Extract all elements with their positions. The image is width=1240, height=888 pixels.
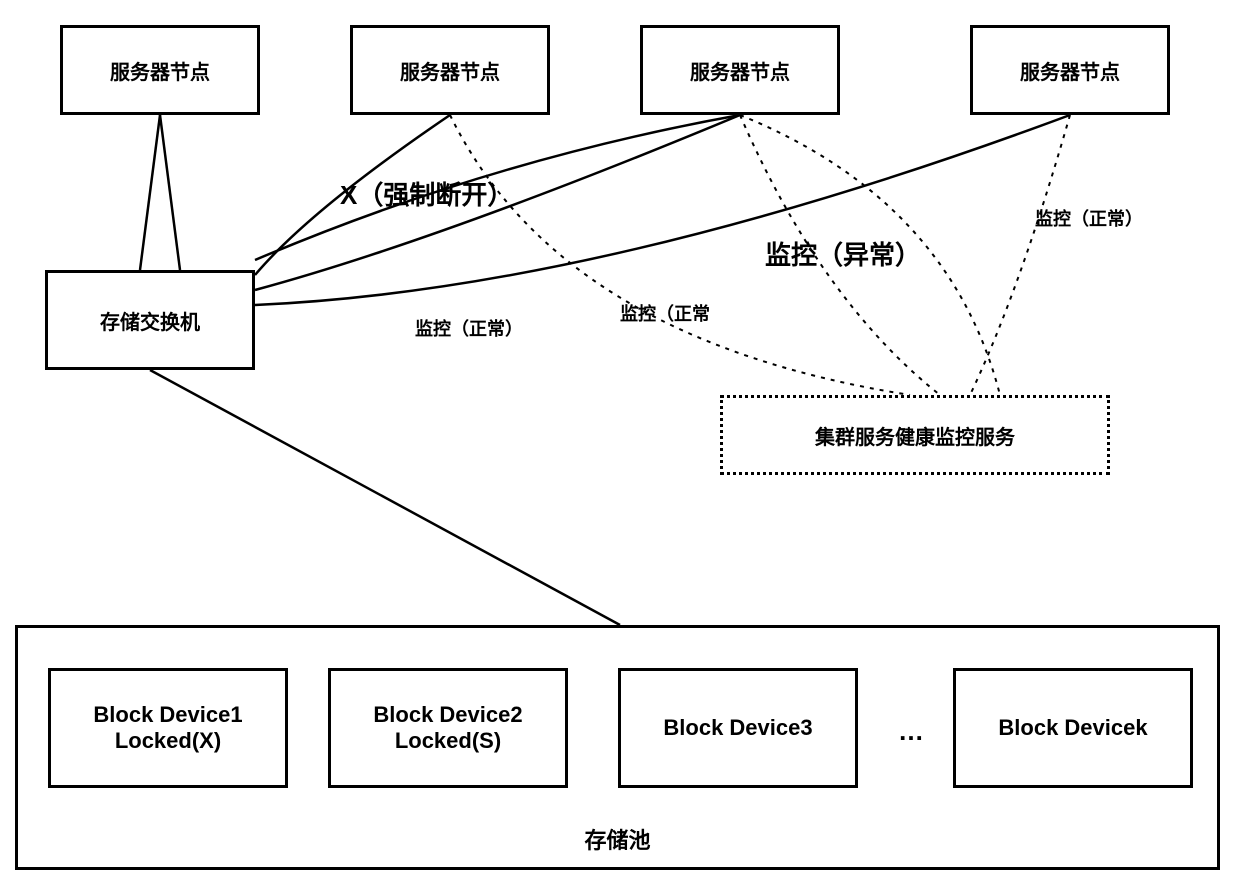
health-monitor-label: 集群服务健康监控服务 (815, 421, 1015, 450)
force-disconnect-label: X（强制断开） (340, 175, 513, 212)
block-device-1-line2: Locked(X) (115, 728, 221, 754)
server-node-2: 服务器节点 (350, 25, 550, 115)
storage-switch: 存储交换机 (45, 270, 255, 370)
block-device-2-line2: Locked(S) (395, 728, 501, 754)
block-device-1-line1: Block Device1 (93, 702, 242, 728)
block-device-3: Block Device3 (618, 668, 858, 788)
block-device-1: Block Device1 Locked(X) (48, 668, 288, 788)
block-device-2: Block Device2 Locked(S) (328, 668, 568, 788)
ellipsis: … (898, 716, 924, 747)
block-device-k: Block Devicek (953, 668, 1193, 788)
health-monitor-service: 集群服务健康监控服务 (720, 395, 1110, 475)
server-node-2-label: 服务器节点 (400, 56, 500, 85)
block-device-k-line1: Block Devicek (998, 715, 1147, 741)
monitor-abnormal-label: 监控（异常） (765, 235, 921, 272)
server-node-3-label: 服务器节点 (690, 56, 790, 85)
server-node-3: 服务器节点 (640, 25, 840, 115)
storage-switch-label: 存储交换机 (100, 306, 200, 335)
monitor-normal-left-label: 监控（正常） (415, 315, 523, 341)
server-node-1: 服务器节点 (60, 25, 260, 115)
monitor-normal-mid-label: 监控（正常 (620, 300, 710, 326)
block-device-2-line1: Block Device2 (373, 702, 522, 728)
storage-pool: Block Device1 Locked(X) Block Device2 Lo… (15, 625, 1220, 870)
monitor-normal-right-label: 监控（正常） (1035, 205, 1143, 231)
storage-pool-label: 存储池 (18, 823, 1217, 855)
block-device-3-line1: Block Device3 (663, 715, 812, 741)
server-node-4-label: 服务器节点 (1020, 56, 1120, 85)
server-node-4: 服务器节点 (970, 25, 1170, 115)
server-node-1-label: 服务器节点 (110, 56, 210, 85)
